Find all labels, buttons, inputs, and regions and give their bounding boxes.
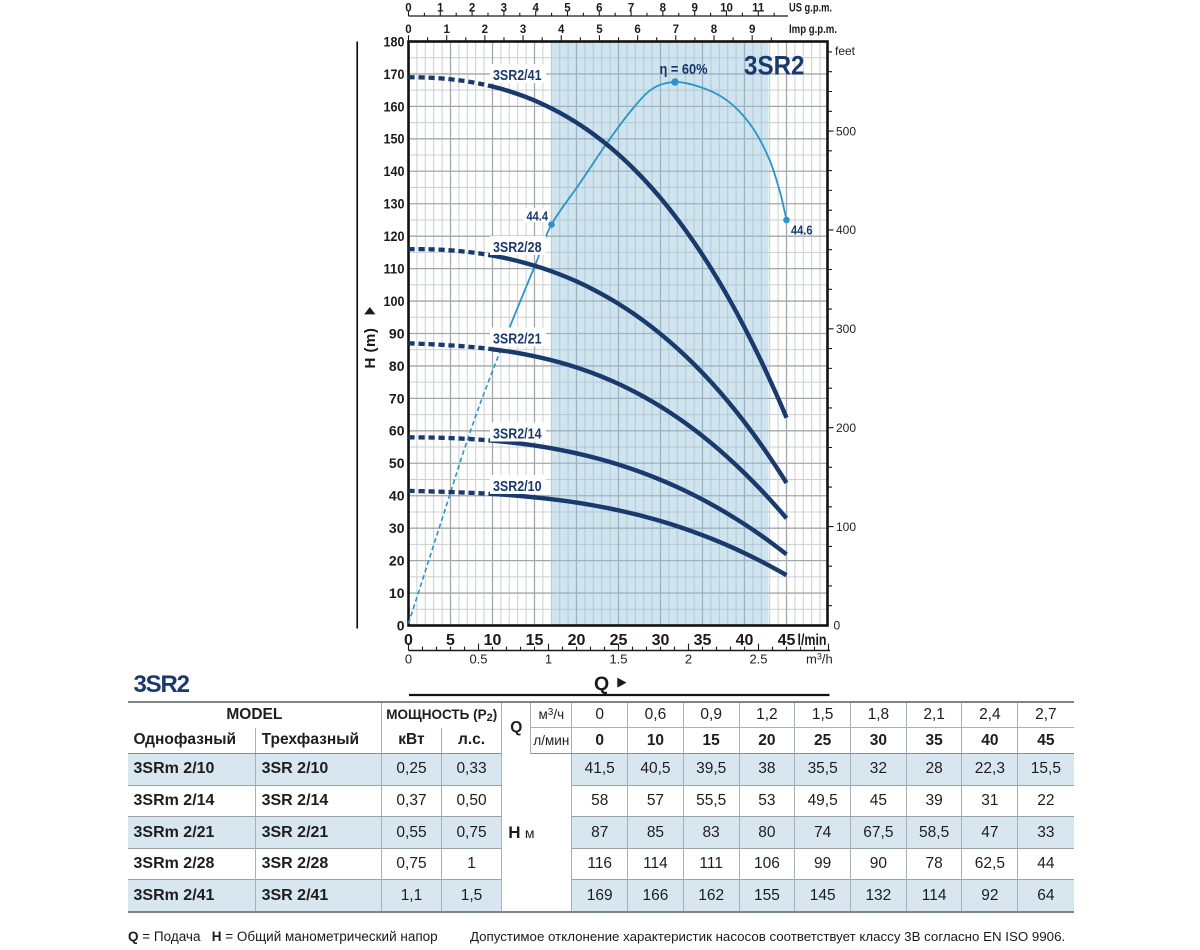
svg-text:0: 0 <box>405 3 411 15</box>
svg-text:6: 6 <box>596 3 602 15</box>
svg-text:400: 400 <box>836 223 856 237</box>
svg-text:2: 2 <box>469 3 475 15</box>
svg-text:0: 0 <box>834 619 841 633</box>
svg-text:3SR2/10: 3SR2/10 <box>493 478 542 495</box>
svg-text:9: 9 <box>749 24 755 36</box>
svg-text:180: 180 <box>384 33 405 49</box>
svg-text:44.6: 44.6 <box>791 224 813 238</box>
svg-text:Imp g.p.m.: Imp g.p.m. <box>789 24 837 36</box>
svg-text:1: 1 <box>545 652 552 667</box>
svg-text:1.5: 1.5 <box>609 652 627 667</box>
svg-text:5: 5 <box>596 24 603 36</box>
svg-text:300: 300 <box>836 322 856 336</box>
svg-text:40: 40 <box>389 488 405 504</box>
svg-text:m3/h: m3/h <box>806 652 833 667</box>
svg-text:H (m): H (m) <box>362 328 379 369</box>
svg-text:l/min: l/min <box>798 632 827 649</box>
svg-text:80: 80 <box>389 358 405 374</box>
svg-text:10: 10 <box>389 585 405 601</box>
svg-text:5: 5 <box>564 3 571 15</box>
svg-text:170: 170 <box>384 66 405 82</box>
svg-text:0: 0 <box>405 652 412 667</box>
svg-text:100: 100 <box>384 293 405 309</box>
svg-text:8: 8 <box>660 3 667 15</box>
svg-text:Q: Q <box>594 673 609 695</box>
svg-text:η = 60%: η = 60% <box>660 62 708 78</box>
svg-text:2: 2 <box>685 652 692 667</box>
svg-text:5: 5 <box>446 632 455 649</box>
svg-text:3SR2: 3SR2 <box>744 51 805 81</box>
svg-text:3: 3 <box>501 3 507 15</box>
svg-text:10: 10 <box>720 3 733 15</box>
svg-text:4: 4 <box>532 3 539 15</box>
svg-text:0.5: 0.5 <box>469 652 487 667</box>
svg-text:50: 50 <box>389 455 405 471</box>
svg-text:1: 1 <box>443 24 450 36</box>
svg-text:0: 0 <box>397 617 405 633</box>
svg-text:15: 15 <box>526 632 544 649</box>
svg-text:500: 500 <box>836 124 856 138</box>
svg-text:10: 10 <box>484 632 502 649</box>
svg-text:0: 0 <box>404 632 413 649</box>
svg-text:3SR2/14: 3SR2/14 <box>493 426 542 443</box>
svg-text:3: 3 <box>520 24 526 36</box>
svg-text:120: 120 <box>384 228 405 244</box>
svg-text:11: 11 <box>752 3 765 15</box>
svg-text:110: 110 <box>384 261 405 277</box>
svg-text:US g.p.m.: US g.p.m. <box>789 3 832 15</box>
svg-text:150: 150 <box>384 131 405 147</box>
svg-text:30: 30 <box>389 520 405 536</box>
svg-text:8: 8 <box>711 24 718 36</box>
svg-text:70: 70 <box>389 390 405 406</box>
svg-text:3SR2/28: 3SR2/28 <box>493 239 542 256</box>
svg-text:160: 160 <box>384 98 405 114</box>
svg-text:60: 60 <box>389 423 405 439</box>
svg-text:3SR2/41: 3SR2/41 <box>493 67 542 84</box>
svg-text:2: 2 <box>482 24 488 36</box>
svg-text:7: 7 <box>673 24 679 36</box>
svg-text:200: 200 <box>836 421 856 435</box>
svg-text:1: 1 <box>437 3 444 15</box>
svg-text:35: 35 <box>694 632 712 649</box>
svg-text:40: 40 <box>736 632 754 649</box>
svg-text:20: 20 <box>389 553 405 569</box>
svg-text:3SR2/21: 3SR2/21 <box>493 331 542 348</box>
svg-text:140: 140 <box>384 163 405 179</box>
svg-text:25: 25 <box>610 632 628 649</box>
svg-text:45: 45 <box>778 632 796 649</box>
svg-text:100: 100 <box>836 520 856 534</box>
svg-text:44.4: 44.4 <box>527 210 549 224</box>
svg-text:4: 4 <box>558 24 565 36</box>
svg-text:90: 90 <box>389 325 405 341</box>
svg-text:feet: feet <box>835 44 856 58</box>
svg-text:9: 9 <box>691 3 697 15</box>
svg-text:20: 20 <box>568 632 586 649</box>
svg-text:2.5: 2.5 <box>749 652 767 667</box>
svg-text:30: 30 <box>652 632 670 649</box>
svg-text:130: 130 <box>384 196 405 212</box>
svg-text:6: 6 <box>634 24 640 36</box>
svg-text:7: 7 <box>628 3 634 15</box>
svg-text:0: 0 <box>405 24 411 36</box>
